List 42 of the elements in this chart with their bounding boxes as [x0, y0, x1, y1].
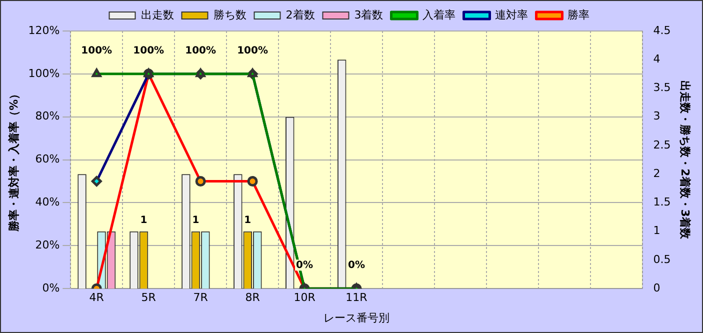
y2-tick-label: 0 [653, 281, 660, 294]
y2-tick-label: 4 [653, 52, 660, 66]
data-label: 0% [296, 260, 313, 272]
y-tick-label: 120% [28, 24, 60, 37]
y2-tick-label: 0.5 [653, 252, 671, 266]
y2-tick-label: 4.5 [653, 24, 671, 37]
y2-tick-label: 2 [653, 166, 660, 180]
y-tick-label: 80% [35, 110, 60, 123]
y2-tick-label: 2.5 [653, 138, 671, 152]
y-axis-title: 勝率・連対率・入着率（%） [7, 88, 20, 232]
data-label: 100% [81, 46, 112, 57]
y-tick-label: 100% [28, 66, 60, 80]
y-tick-label: 40% [35, 196, 60, 209]
y2-axis-title: 出走数・勝ち数・2着数・3着数 [678, 80, 692, 240]
x-tick-label: 7R [193, 291, 208, 304]
x-axis-title: レース番号別 [323, 311, 390, 324]
y2-tick-label: 3 [653, 110, 660, 123]
data-label: 1 [192, 214, 200, 226]
x-tick-label: 8R [245, 291, 260, 304]
legend-label: 連対率 [495, 8, 528, 22]
data-label: 100% [185, 46, 216, 57]
data-label: 1 [140, 214, 148, 226]
legend-label: 勝ち数 [213, 8, 246, 22]
legend-label: 出走数 [140, 8, 174, 22]
y2-tick-label: 3.5 [653, 81, 671, 94]
x-tick-label: 11R [346, 291, 368, 304]
x-tick-label: 4R [89, 291, 104, 304]
x-tick-label: 10R [294, 291, 316, 304]
data-label: 100% [133, 46, 164, 57]
legend-label: 入着率 [422, 8, 456, 22]
data-label: 100% [237, 46, 268, 57]
y2-tick-label: 1 [653, 224, 660, 238]
y-tick-label: 0% [42, 281, 60, 294]
y2-tick-label: 1.5 [653, 196, 671, 209]
data-label: 1 [244, 214, 252, 226]
y-tick-label: 20% [35, 238, 60, 252]
x-tick-label: 5R [141, 291, 156, 304]
legend-label: 勝率 [568, 8, 590, 22]
data-label: 0% [348, 260, 365, 272]
y-tick-label: 60% [35, 152, 60, 166]
legend-label: 3着数 [354, 8, 384, 22]
legend-label: 2着数 [286, 8, 315, 22]
